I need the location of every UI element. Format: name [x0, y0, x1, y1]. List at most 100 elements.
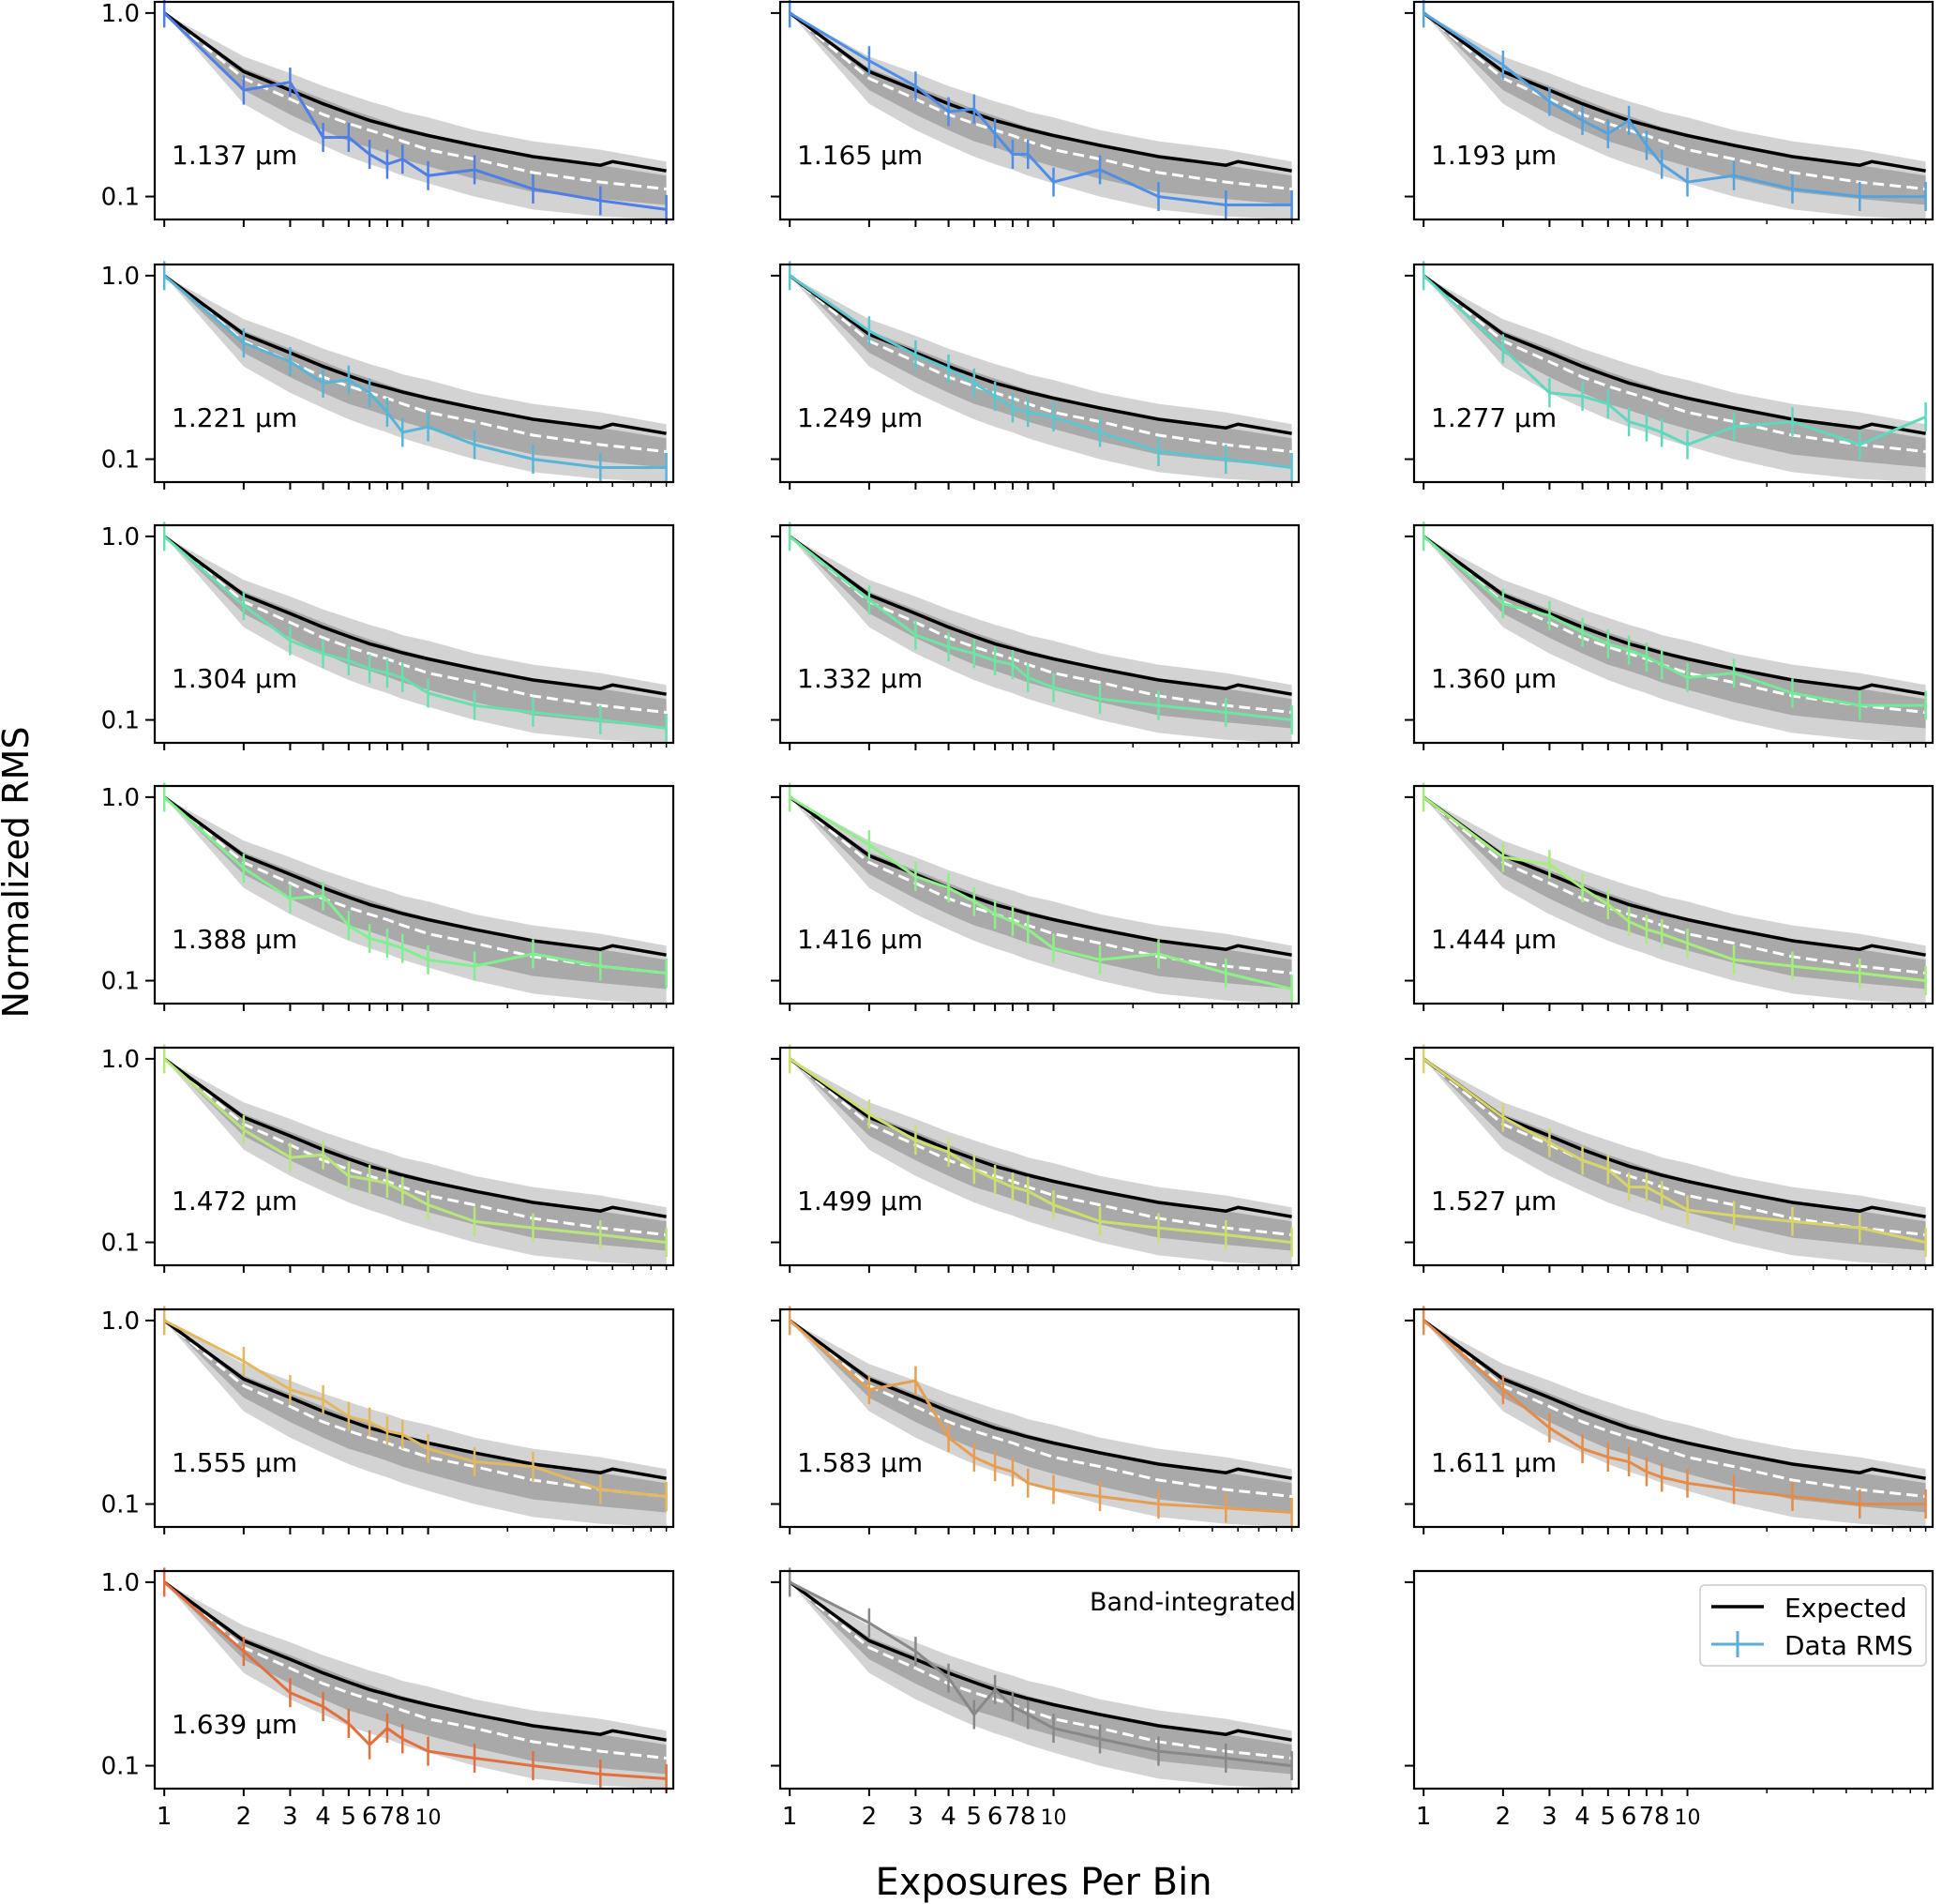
x-tick-label: 4	[315, 1803, 331, 1831]
x-tick-label: 3	[282, 1803, 298, 1831]
expected-line	[1423, 795, 1926, 957]
y-tick-label: 1.0	[101, 1046, 140, 1074]
panel-frame	[153, 0, 675, 221]
y-tick-label: 1.0	[101, 1569, 140, 1597]
uncertainty-band-inner	[164, 796, 667, 990]
panel-frame	[153, 1046, 675, 1267]
expected-dashed-line	[163, 1580, 667, 1760]
uncertainty-band-inner	[790, 536, 1292, 729]
expected-line	[163, 1057, 667, 1218]
panel-19: 1.0 0.1 1 2 3 4 5 6 7 8 10 1.639 μm	[101, 1567, 675, 1831]
panel-17: 1.583 μm	[771, 1306, 1301, 1534]
expected-line	[163, 795, 667, 957]
panel-9: 1.360 μm	[1405, 521, 1934, 750]
panel-12: 1.444 μm	[1405, 782, 1934, 1011]
panel-grid: 1.0 0.1 1.137 μm 1.165 μm 1.193 μm 1.0 0.1 1.22…	[101, 0, 1934, 1831]
panel-7: 1.0 0.1 1.304 μm	[101, 521, 675, 750]
panel-frame	[153, 1307, 675, 1529]
panel-frame	[1412, 1569, 1934, 1791]
expected-line	[1423, 11, 1926, 173]
panel-frame	[1412, 523, 1934, 745]
y-tick-label: 1.0	[101, 523, 140, 552]
x-tick-label: 7	[1639, 1803, 1655, 1831]
panel-label: 1.332 μm	[797, 663, 923, 694]
expected-line	[789, 1057, 1292, 1218]
expected-dashed-line	[163, 11, 667, 190]
x-tick-label: 2	[1496, 1803, 1512, 1831]
panel-frame	[153, 523, 675, 745]
x-tick-label: 4	[941, 1803, 956, 1831]
expected-line	[1423, 274, 1926, 435]
panel-4: 1.0 0.1 1.221 μm	[101, 261, 675, 490]
expected-line	[789, 535, 1292, 696]
panel-3: 1.193 μm	[1405, 0, 1934, 227]
uncertainty-band-inner	[790, 1320, 1292, 1513]
panel-frame	[1412, 1046, 1934, 1267]
panel-label: 1.527 μm	[1431, 1186, 1557, 1216]
y-tick-label: 0.1	[101, 446, 140, 475]
x-tick-label: 10	[1041, 1806, 1067, 1830]
panel-frame	[1412, 263, 1934, 484]
legend-data-label: Data RMS	[1784, 1630, 1913, 1661]
y-tick-label: 0.1	[101, 968, 140, 996]
panel-frame	[778, 1569, 1301, 1791]
panel-frame	[1412, 1307, 1934, 1529]
panel-label: 1.583 μm	[797, 1447, 923, 1478]
uncertainty-band-inner	[1423, 12, 1926, 205]
legend: Expected Data RMS	[1699, 1584, 1927, 1667]
x-tick-label: 6	[1621, 1803, 1637, 1831]
y-tick-label: 0.1	[101, 1230, 140, 1258]
panel-21: Expected Data RMS 1 2 3 4 5 6 7 8 10	[1405, 1569, 1934, 1831]
y-tick-label: 0.1	[101, 1491, 140, 1519]
panel-label: 1.360 μm	[1431, 663, 1557, 694]
x-tick-label: 4	[1574, 1803, 1590, 1831]
x-tick-label: 10	[415, 1806, 442, 1830]
x-tick-label: 8	[1020, 1803, 1036, 1831]
uncertainty-band-inner	[790, 275, 1292, 468]
panel-label: 1.639 μm	[172, 1709, 297, 1740]
panel-frame	[1412, 784, 1934, 1005]
uncertainty-band-inner	[1423, 796, 1926, 990]
uncertainty-band-inner	[164, 275, 667, 468]
panel-label: 1.165 μm	[797, 140, 923, 171]
x-tick-label: 6	[987, 1803, 1003, 1831]
x-tick-label: 8	[1654, 1803, 1670, 1831]
x-tick-label: 2	[236, 1803, 252, 1831]
y-tick-label: 1.0	[101, 1307, 140, 1336]
x-tick-label: 5	[341, 1803, 357, 1831]
uncertainty-band-inner	[790, 1058, 1292, 1251]
expected-line	[789, 795, 1292, 957]
uncertainty-band-inner	[164, 1581, 667, 1775]
panel-13: 1.0 0.1 1.472 μm	[101, 1044, 675, 1273]
panel-frame	[778, 1046, 1301, 1267]
panel-frame	[153, 1569, 675, 1791]
expected-line	[789, 1319, 1292, 1480]
panel-10: 1.0 0.1 1.388 μm	[101, 782, 675, 1011]
expected-line	[163, 535, 667, 696]
y-tick-label: 0.1	[101, 707, 140, 735]
x-tick-label: 5	[967, 1803, 983, 1831]
x-tick-label: 6	[362, 1803, 378, 1831]
y-tick-label: 1.0	[101, 0, 140, 28]
x-tick-label: 7	[380, 1803, 396, 1831]
panel-11: 1.416 μm	[771, 782, 1301, 1011]
panel-frame	[778, 0, 1301, 221]
panel-label: 1.611 μm	[1431, 1447, 1557, 1478]
expected-line	[789, 11, 1292, 173]
uncertainty-band-inner	[790, 12, 1292, 205]
panel-18: 1.611 μm	[1405, 1306, 1934, 1534]
y-tick-label: 1.0	[101, 263, 140, 291]
uncertainty-band-inner	[1423, 1320, 1926, 1513]
uncertainty-band-inner	[164, 12, 667, 205]
panel-frame	[778, 523, 1301, 745]
panel-frame	[153, 784, 675, 1005]
x-tick-label: 7	[1005, 1803, 1021, 1831]
uncertainty-band-inner	[790, 796, 1292, 990]
panel-frame	[778, 1307, 1301, 1529]
expected-line	[163, 1319, 667, 1480]
y-tick-label: 0.1	[101, 184, 140, 212]
expected-line	[1423, 1319, 1926, 1480]
expected-line	[789, 1580, 1292, 1742]
panel-label: Band-integrated	[1090, 1588, 1296, 1617]
